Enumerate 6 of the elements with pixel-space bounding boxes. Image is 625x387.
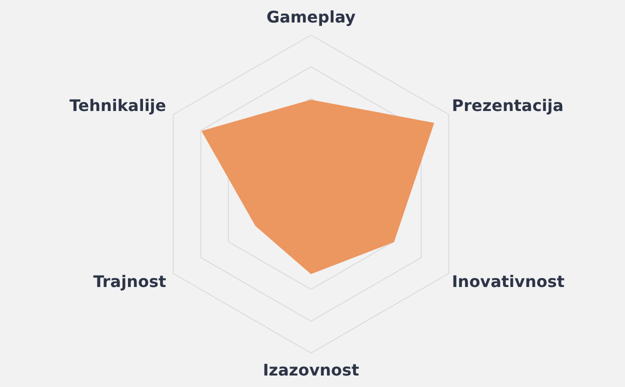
spoke-label: Inovativnost — [452, 272, 565, 292]
spoke-label: Trajnost — [93, 272, 166, 292]
spoke-label: Prezentacija — [452, 96, 564, 115]
spoke-label: Tehnikalije — [70, 96, 166, 115]
spoke-label: Izazovnost — [262, 360, 360, 380]
spoke-label: Gameplay — [266, 8, 356, 27]
